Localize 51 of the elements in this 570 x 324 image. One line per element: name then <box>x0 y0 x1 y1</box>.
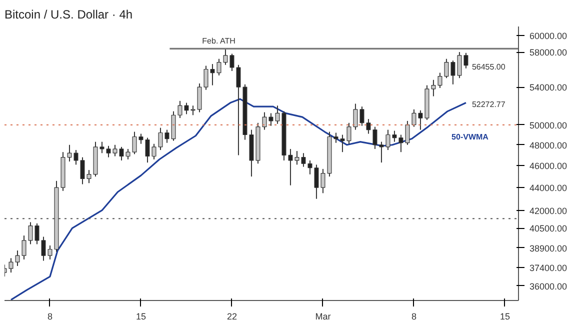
candlestick <box>346 122 352 144</box>
candlestick <box>392 130 397 142</box>
candlestick <box>444 58 449 79</box>
candlestick <box>405 120 410 146</box>
candlestick <box>360 106 364 126</box>
y-tick-label: 58000.00 <box>530 48 568 58</box>
text: 50-VWMA <box>452 132 489 142</box>
y-tick-label: 46000.00 <box>530 161 568 172</box>
y-tick-label: 50000.00 <box>530 120 568 130</box>
y-tick-label: 60000.00 <box>530 30 568 41</box>
annotation: 52272.77 <box>472 100 506 110</box>
candlestick <box>366 118 371 134</box>
x-tick-label: 15 <box>500 312 510 322</box>
x-tick-label: 8 <box>47 312 53 322</box>
candlestick <box>340 134 345 153</box>
candlestick <box>372 126 378 150</box>
candlestick <box>353 103 358 130</box>
annotation: Feb. ATH <box>202 36 236 46</box>
candlestick <box>308 160 312 175</box>
chart-title: Bitcoin / U.S. Dollar · 4h <box>4 8 133 22</box>
candlestick <box>22 235 26 260</box>
candlestick <box>398 134 404 153</box>
candlestick <box>8 258 14 274</box>
y-tick-label: 42000.00 <box>530 206 568 216</box>
candlestick <box>450 60 456 85</box>
x-tick-label: 8 <box>411 312 416 322</box>
candlestick <box>379 141 384 164</box>
y-tick-label: 44000.00 <box>530 183 568 194</box>
candlestick <box>431 79 436 97</box>
candlestick <box>15 250 20 266</box>
candlestick <box>334 132 338 144</box>
x-tick-label: Mar <box>315 312 331 322</box>
candlestick <box>457 52 462 79</box>
candlestick <box>197 82 202 113</box>
candlestick <box>438 72 442 88</box>
y-tick-label: 38900.00 <box>530 243 568 254</box>
candlestick <box>464 52 468 69</box>
y-tick-label: 54000.00 <box>530 82 568 93</box>
candlestick <box>386 129 390 151</box>
y-tick-label: 48000.00 <box>530 140 568 150</box>
x-tick-label: 22 <box>226 312 237 322</box>
candlestick <box>314 164 319 200</box>
y-tick-label: 37400.00 <box>530 262 568 273</box>
y-tick-label: 36000.00 <box>530 281 568 292</box>
candlestick <box>320 168 326 194</box>
x-tick-label: 15 <box>136 312 146 322</box>
y-tick-label: 40500.00 <box>530 224 568 234</box>
candlestick <box>236 64 241 156</box>
annotation: 56455.00 <box>472 62 506 72</box>
candlestick <box>418 110 423 130</box>
candlestick <box>412 108 416 128</box>
